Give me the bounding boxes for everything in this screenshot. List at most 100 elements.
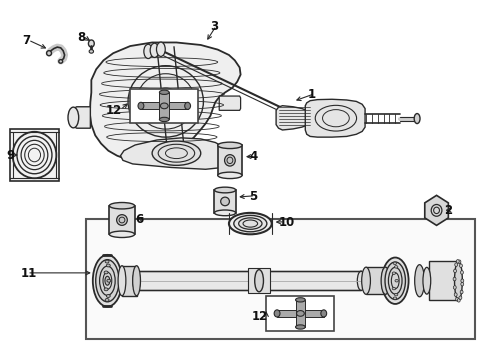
Ellipse shape [452, 277, 455, 281]
Bar [159, 92, 169, 120]
Ellipse shape [391, 272, 395, 274]
Ellipse shape [152, 141, 201, 165]
Ellipse shape [116, 215, 127, 225]
Ellipse shape [217, 142, 242, 149]
Ellipse shape [413, 113, 419, 123]
Ellipse shape [394, 293, 397, 296]
Bar [109, 206, 134, 234]
Ellipse shape [105, 276, 110, 285]
Bar [217, 145, 242, 175]
Text: 4: 4 [249, 150, 257, 163]
Text: 3: 3 [210, 20, 218, 33]
Ellipse shape [106, 294, 110, 297]
Polygon shape [276, 106, 309, 130]
Ellipse shape [59, 60, 62, 63]
Ellipse shape [391, 287, 395, 290]
Bar [248, 268, 269, 293]
Ellipse shape [220, 197, 229, 206]
Ellipse shape [143, 44, 152, 59]
Bar [266, 296, 334, 331]
Ellipse shape [156, 42, 165, 57]
Ellipse shape [296, 311, 304, 316]
Ellipse shape [453, 269, 456, 273]
Polygon shape [73, 107, 90, 128]
Bar [428, 261, 458, 300]
Ellipse shape [457, 260, 460, 264]
Ellipse shape [93, 255, 122, 307]
Ellipse shape [132, 271, 140, 291]
Ellipse shape [384, 262, 405, 300]
Bar [366, 267, 385, 294]
Ellipse shape [109, 203, 134, 209]
Ellipse shape [459, 264, 462, 267]
Ellipse shape [21, 140, 48, 170]
Ellipse shape [454, 261, 461, 300]
Bar [295, 300, 305, 327]
Ellipse shape [107, 279, 111, 282]
Ellipse shape [460, 271, 463, 274]
Text: 1: 1 [307, 88, 315, 101]
Ellipse shape [394, 279, 398, 282]
Text: 7: 7 [22, 34, 30, 47]
Ellipse shape [105, 298, 109, 301]
Ellipse shape [89, 50, 93, 53]
Bar [86, 219, 474, 339]
Ellipse shape [214, 187, 235, 193]
Ellipse shape [414, 265, 424, 297]
Ellipse shape [109, 231, 134, 238]
Ellipse shape [320, 310, 326, 317]
Text: 12: 12 [105, 104, 122, 117]
Ellipse shape [380, 267, 389, 294]
Text: 2: 2 [443, 204, 451, 217]
Ellipse shape [138, 102, 143, 109]
Ellipse shape [454, 263, 457, 266]
Ellipse shape [381, 257, 408, 304]
Text: 12: 12 [251, 310, 267, 323]
Ellipse shape [452, 286, 455, 289]
Polygon shape [120, 138, 229, 169]
Ellipse shape [150, 43, 159, 58]
Ellipse shape [458, 296, 461, 300]
Ellipse shape [233, 215, 266, 232]
Ellipse shape [104, 288, 108, 291]
Ellipse shape [214, 210, 235, 216]
Bar [10, 129, 59, 181]
Text: 10: 10 [278, 216, 294, 229]
Polygon shape [424, 195, 447, 225]
Bar [214, 190, 235, 213]
Ellipse shape [105, 260, 109, 263]
Text: 6: 6 [135, 213, 143, 226]
Bar [141, 102, 187, 109]
Bar [136, 271, 361, 291]
Ellipse shape [88, 40, 94, 47]
Polygon shape [90, 42, 240, 160]
Ellipse shape [455, 260, 458, 263]
Ellipse shape [453, 293, 456, 296]
Ellipse shape [460, 279, 463, 283]
Ellipse shape [184, 102, 190, 109]
Ellipse shape [118, 266, 125, 296]
Polygon shape [305, 99, 365, 137]
Ellipse shape [460, 282, 463, 286]
Bar [130, 89, 198, 123]
Ellipse shape [132, 266, 140, 296]
Ellipse shape [422, 267, 430, 294]
Ellipse shape [159, 90, 169, 94]
Text: 5: 5 [249, 190, 257, 203]
Text: 11: 11 [21, 267, 37, 280]
Ellipse shape [455, 297, 458, 301]
Ellipse shape [361, 267, 370, 294]
Ellipse shape [106, 264, 110, 267]
Ellipse shape [104, 271, 108, 274]
Bar [122, 266, 136, 296]
Ellipse shape [160, 103, 168, 109]
Ellipse shape [96, 260, 119, 302]
Ellipse shape [254, 270, 263, 292]
Text: 8: 8 [77, 31, 85, 44]
Ellipse shape [238, 218, 262, 229]
Ellipse shape [228, 213, 271, 234]
Ellipse shape [295, 325, 305, 329]
Ellipse shape [459, 290, 462, 294]
Ellipse shape [295, 298, 305, 302]
Ellipse shape [357, 271, 365, 291]
